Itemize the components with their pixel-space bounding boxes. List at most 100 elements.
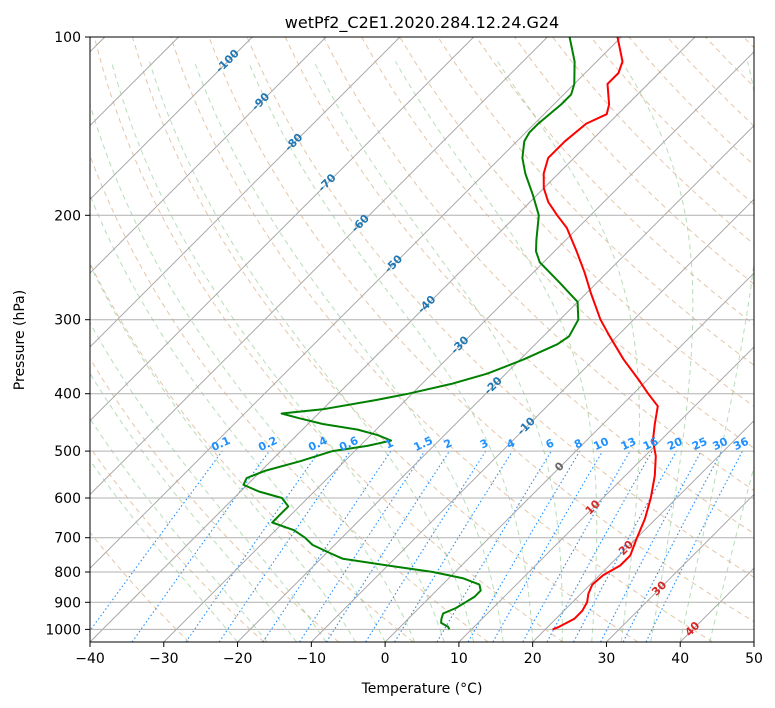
mixing-ratio-line <box>365 450 487 642</box>
isotherm-line <box>458 346 754 642</box>
mixing-ratio-line <box>436 450 552 642</box>
y-tick-label: 1000 <box>45 622 81 638</box>
y-tick-label: 400 <box>54 387 81 403</box>
moist-adiabat-line <box>90 321 327 642</box>
mixing-ratio-line <box>185 450 320 642</box>
plot-frame <box>89 36 755 643</box>
moist-adiabat-line <box>90 102 416 642</box>
dry-adiabat-line <box>361 37 754 449</box>
temperature-profile-line <box>542 37 659 631</box>
isotherm-line <box>163 51 754 642</box>
moist-adiabat-line <box>149 61 475 642</box>
mixing-ratio-line <box>299 450 426 642</box>
dry-adiabat-line <box>208 37 754 623</box>
moist-adiabat-line <box>679 61 754 642</box>
dry-adiabat-line <box>628 37 754 166</box>
y-tick-label: 100 <box>54 30 81 46</box>
mixing-ratio-line <box>262 450 392 642</box>
x-tick-label: 50 <box>745 651 763 667</box>
isotherm-line <box>606 493 754 642</box>
dry-adiabat-line <box>399 37 754 408</box>
moist-adiabat-line <box>497 61 640 642</box>
y-tick-label: 500 <box>54 444 81 460</box>
mixing-ratio-line <box>131 450 270 642</box>
x-tick-label: 0 <box>381 651 390 667</box>
x-axis-label: Temperature (°C) <box>361 681 483 697</box>
isotherm-line <box>90 37 696 642</box>
mixing-ratio-label: 36 <box>731 435 751 453</box>
isotherm-line <box>237 124 754 642</box>
moist-adiabat-line <box>395 61 598 642</box>
mixing-ratio-label: 30 <box>711 435 731 453</box>
isotherm-line <box>90 37 548 496</box>
isotherm-line <box>90 37 475 422</box>
x-tick-label: 20 <box>524 651 542 667</box>
dry-adiabat-line <box>132 37 639 642</box>
mixing-ratio-line <box>573 450 677 642</box>
mixing-ratio-label: 6 <box>544 436 557 451</box>
x-tick-label: −40 <box>75 651 105 667</box>
y-tick-label: 300 <box>54 313 81 329</box>
mixing-ratio-label: 10 <box>591 435 611 453</box>
isotherm-label: 10 <box>583 497 603 517</box>
dry-adiabat-line <box>437 37 754 366</box>
mixing-ratio-line <box>467 450 581 642</box>
isotherm-line <box>753 641 754 642</box>
dry-adiabat-line <box>90 531 190 642</box>
x-tick-label: 10 <box>450 651 468 667</box>
dry-adiabat-line <box>552 37 754 245</box>
y-axis-label: Pressure (hPa) <box>12 290 28 390</box>
dry-adiabat-line <box>170 37 713 642</box>
dry-adiabat-line <box>705 37 754 88</box>
dry-adiabat-line <box>513 37 754 285</box>
chart-title: wetPf2_C2E1.2020.284.12.24.G24 <box>285 13 559 33</box>
dewpoint-profile-line <box>242 37 580 630</box>
mixing-ratio-line <box>394 450 513 642</box>
dry-adiabat-line <box>475 37 754 326</box>
mixing-ratio-label: 20 <box>665 435 685 453</box>
moist-adiabat-line <box>90 263 357 642</box>
isotherm-line <box>90 37 327 274</box>
moist-adiabat-line <box>90 417 268 642</box>
mixing-ratio-label: 4 <box>505 436 518 451</box>
moist-adiabat-line <box>709 464 754 642</box>
moist-adiabat-line <box>313 61 563 642</box>
x-tick-label: −10 <box>297 651 327 667</box>
mixing-ratio-line <box>325 450 450 642</box>
moist-adiabat-line <box>110 61 445 642</box>
isotherm-line <box>532 419 754 642</box>
isotherm-line <box>310 198 754 642</box>
moist-adiabat-line <box>621 61 694 642</box>
mixing-ratio-label: 1 <box>383 436 395 451</box>
dry-adiabat-line <box>246 37 754 578</box>
moist-adiabat-line <box>247 61 534 642</box>
isotherm-line <box>90 37 401 348</box>
isotherm-line <box>90 37 622 569</box>
dry-adiabat-line <box>743 37 754 49</box>
x-tick-label: −20 <box>223 651 253 667</box>
x-tick-label: 40 <box>671 651 689 667</box>
mixing-ratio-line <box>90 450 223 632</box>
dry-adiabat-line <box>90 154 489 642</box>
x-tick-label: −30 <box>149 651 179 667</box>
y-tick-label: 900 <box>54 595 81 611</box>
isotherm-line <box>90 37 253 201</box>
isotherm-line <box>679 567 754 642</box>
mixing-ratio-label: 3 <box>478 436 490 451</box>
y-tick-label: 700 <box>54 531 81 547</box>
mixing-ratio-line <box>645 450 743 642</box>
isotherm-line <box>384 272 754 642</box>
y-tick-label: 800 <box>54 565 81 581</box>
moist-adiabat-line <box>90 459 238 642</box>
moist-adiabat-line <box>90 372 297 642</box>
mixing-ratio-line <box>522 450 631 642</box>
dry-adiabat-line <box>93 37 564 642</box>
mixing-ratio-label: 25 <box>690 435 709 453</box>
isotherm-label: -70 <box>315 171 338 194</box>
mixing-ratio-line <box>546 450 653 642</box>
dry-adiabat-line <box>90 357 339 642</box>
mixing-ratio-label: 2 <box>442 436 454 451</box>
mixing-ratio-line <box>218 450 351 642</box>
